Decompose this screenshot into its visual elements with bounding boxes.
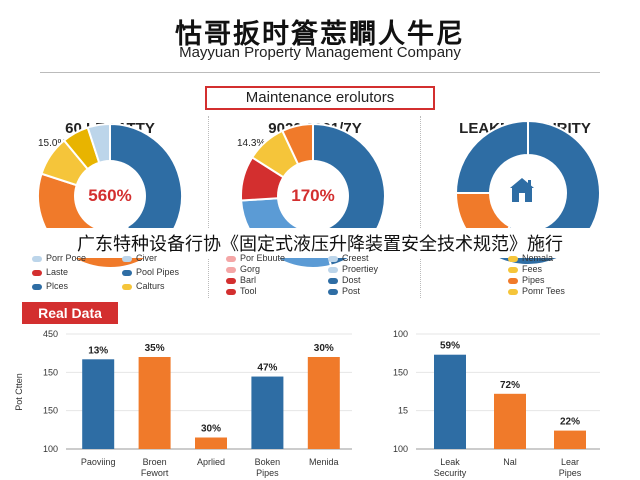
x-tick-label: Fewort [141, 468, 169, 478]
y-tick-label: 450 [43, 329, 58, 339]
pie-2-pct-label: 14.3% [237, 138, 266, 149]
header: 怙哥扳时篬莣瞷人牛尼 Mayyuan Property Management C… [0, 0, 640, 78]
maintenance-banner: Maintenance erolutors [205, 86, 435, 110]
legend-item: Fees [508, 264, 542, 274]
pie-center-disc [277, 160, 349, 232]
bar-value-label: 72% [500, 380, 520, 391]
legend-item: Calturs [122, 281, 165, 291]
y-tick-label: 100 [393, 329, 408, 339]
bar [434, 354, 466, 449]
x-tick-label: Pipes [256, 468, 279, 478]
page-title: 怙哥扳时篬莣瞷人牛尼 [175, 19, 465, 50]
overlay-band [0, 228, 640, 258]
company-subtitle: Mayyuan Property Management Company [179, 44, 461, 61]
legend-item: Barl [226, 275, 256, 285]
x-tick-label: Boken [255, 457, 281, 467]
bar-value-label: 13% [88, 345, 108, 356]
legend-item: Porr Poce [32, 253, 86, 263]
bar-value-label: 30% [201, 424, 221, 435]
y-tick-label: 15 [398, 406, 408, 416]
legend-item: Nemala [508, 253, 553, 263]
bar [494, 393, 526, 449]
legend-item: Pipes [508, 275, 545, 285]
pie-2-center-label: 170% [291, 186, 334, 205]
x-tick-label: Broen [143, 457, 167, 467]
y-tick-label: 150 [393, 367, 408, 377]
bar-value-label: 59% [440, 341, 460, 352]
legend-item: Dost [328, 275, 361, 285]
legend-item: Tool [226, 286, 257, 296]
legend-item: Gorg [226, 264, 260, 274]
legend-item: Proertiey [328, 264, 378, 274]
x-tick-label: Menida [309, 457, 339, 467]
pie-1-center-label: 560% [88, 186, 131, 205]
overlay-caption: 广东特种设备行协《固定式液压升降装置安全技术规范》施行 [77, 234, 563, 255]
bar-value-label: 22% [560, 417, 580, 428]
x-tick-label: Aprlied [197, 457, 225, 467]
pie-center-disc [74, 160, 146, 232]
x-tick-label: Paoviing [81, 457, 116, 467]
x-tick-label: Security [434, 468, 467, 478]
x-tick-label: Pipes [559, 468, 582, 478]
y-tick-label: 150 [43, 367, 58, 377]
pie-1-pct-label: 15.0% [38, 138, 67, 149]
pie-slice [454, 119, 529, 194]
legend-item: Plces [32, 281, 68, 291]
bar [251, 376, 284, 449]
legend-item: Pomr Tees [508, 286, 565, 296]
bar-value-label: 30% [314, 343, 334, 354]
bar [195, 437, 227, 449]
x-tick-label: Nal [503, 457, 517, 467]
x-tick-label: Lear [561, 457, 579, 467]
y-tick-label: 150 [43, 406, 58, 416]
legend-item: Laste [32, 267, 68, 277]
bar [138, 357, 171, 449]
legend-item: Pool Pipes [122, 267, 179, 277]
bar [82, 359, 115, 449]
bar-value-label: 47% [257, 363, 277, 374]
house-icon [510, 178, 534, 202]
legend-item: Por Ebuute [226, 253, 285, 263]
x-tick-label: Leak [440, 457, 460, 467]
real-data-banner: Real Data [22, 302, 118, 324]
y-tick-label: 100 [393, 444, 408, 454]
bar-1-ylabel: Pot Ctten [14, 373, 24, 411]
pie-charts: 560% 170% [37, 119, 601, 269]
legend-item: Post [328, 286, 360, 296]
bar [554, 430, 586, 449]
section-divider [420, 116, 421, 298]
legend-item: Creest [328, 253, 369, 263]
y-tick-label: 100 [43, 444, 58, 454]
legend-item: Civer [122, 253, 157, 263]
header-divider [40, 72, 600, 73]
section-divider [208, 116, 209, 298]
bar-value-label: 35% [145, 343, 165, 354]
bar [307, 357, 340, 449]
